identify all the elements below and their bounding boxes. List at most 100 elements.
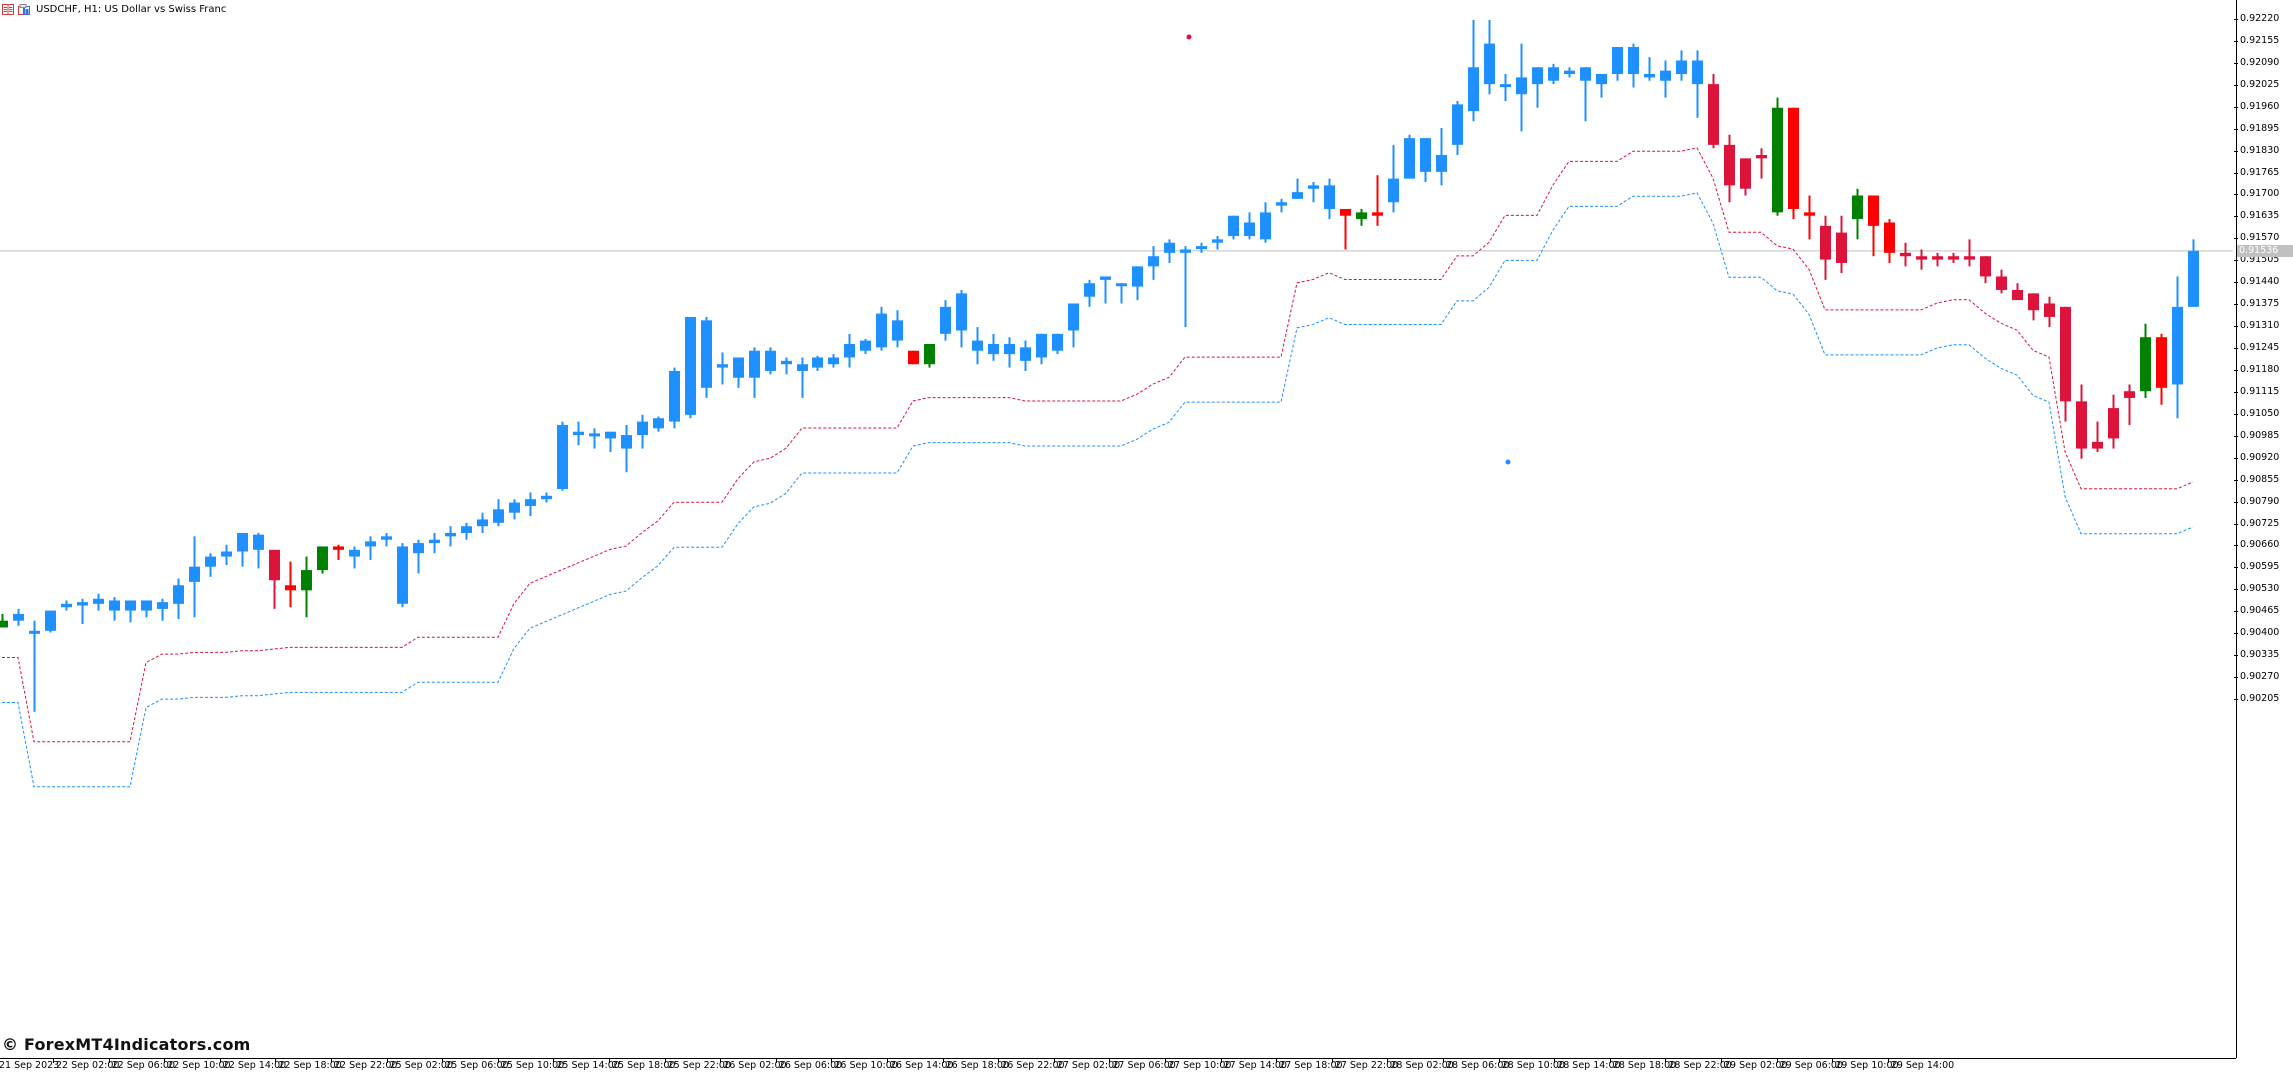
candle-body[interactable] <box>189 566 200 582</box>
candle-body[interactable] <box>669 370 680 422</box>
candle-body[interactable] <box>1148 256 1159 267</box>
candle-body[interactable] <box>956 293 967 331</box>
candle-body[interactable] <box>1260 212 1271 240</box>
candle-body[interactable] <box>381 536 392 540</box>
candle-body[interactable] <box>333 546 344 550</box>
candle-body[interactable] <box>29 630 40 634</box>
candle-body[interactable] <box>1452 104 1463 145</box>
candle-body[interactable] <box>1788 107 1799 209</box>
candle-body[interactable] <box>1868 195 1879 226</box>
candle-body[interactable] <box>317 546 328 571</box>
candle-body[interactable] <box>621 435 632 449</box>
candle-body[interactable] <box>1900 252 1911 257</box>
candle-body[interactable] <box>2172 306 2183 385</box>
candle-body[interactable] <box>1036 333 1047 358</box>
candle-body[interactable] <box>557 424 568 490</box>
candle-body[interactable] <box>205 556 216 567</box>
candle-body[interactable] <box>2044 303 2055 317</box>
candle-body[interactable] <box>1772 107 1783 213</box>
candle-body[interactable] <box>2188 250 2199 307</box>
candle-body[interactable] <box>77 602 88 606</box>
candle-body[interactable] <box>812 357 823 368</box>
candle-body[interactable] <box>1612 46 1623 74</box>
candle-body[interactable] <box>0 620 8 628</box>
candle-body[interactable] <box>860 340 871 351</box>
candle-body[interactable] <box>285 585 296 591</box>
candle-body[interactable] <box>1356 212 1367 220</box>
candle-body[interactable] <box>1228 215 1239 236</box>
candle-body[interactable] <box>781 360 792 365</box>
candle-body[interactable] <box>988 343 999 355</box>
candle-body[interactable] <box>908 350 919 365</box>
candle-body[interactable] <box>2012 289 2023 301</box>
candle-body[interactable] <box>940 306 951 334</box>
candle-body[interactable] <box>1244 222 1255 236</box>
candle-body[interactable] <box>828 357 839 365</box>
candle-body[interactable] <box>109 600 120 611</box>
candle-body[interactable] <box>493 509 504 523</box>
candle-body[interactable] <box>876 313 887 348</box>
candle-body[interactable] <box>2156 337 2167 388</box>
candle-body[interactable] <box>2060 306 2071 402</box>
candle-body[interactable] <box>1980 256 1991 277</box>
candle-body[interactable] <box>844 343 855 358</box>
candle-body[interactable] <box>413 543 424 554</box>
candle-body[interactable] <box>1084 283 1095 297</box>
candle-body[interactable] <box>573 431 584 436</box>
candle-body[interactable] <box>1500 84 1511 88</box>
candle-body[interactable] <box>1548 67 1559 81</box>
chart-window-icon[interactable] <box>18 3 30 15</box>
candle-body[interactable] <box>1372 212 1383 216</box>
candle-body[interactable] <box>173 585 184 604</box>
candle-body[interactable] <box>589 433 600 437</box>
candle-body[interactable] <box>1836 232 1847 263</box>
candle-body[interactable] <box>1116 283 1127 287</box>
candle-body[interactable] <box>445 532 456 537</box>
candle-body[interactable] <box>2028 293 2039 311</box>
candle-body[interactable] <box>1564 70 1575 74</box>
candle-body[interactable] <box>1436 154 1447 172</box>
candle-body[interactable] <box>1692 60 1703 85</box>
candle-body[interactable] <box>1276 202 1287 206</box>
candle-body[interactable] <box>605 431 616 439</box>
candle-body[interactable] <box>1932 256 1943 260</box>
candle-body[interactable] <box>2076 401 2087 449</box>
candle-body[interactable] <box>1308 185 1319 189</box>
candle-body[interactable] <box>1020 347 1031 361</box>
candle-body[interactable] <box>349 549 360 557</box>
candle-body[interactable] <box>1404 138 1415 179</box>
chart-list-icon[interactable] <box>2 3 14 15</box>
candle-body[interactable] <box>1180 249 1191 253</box>
candle-body[interactable] <box>972 340 983 351</box>
candle-body[interactable] <box>1724 144 1735 186</box>
candle-body[interactable] <box>157 602 168 609</box>
candle-body[interactable] <box>301 570 312 591</box>
candle-body[interactable] <box>765 350 776 371</box>
candle-body[interactable] <box>1644 73 1655 78</box>
candle-body[interactable] <box>1324 185 1335 209</box>
candle-body[interactable] <box>1884 222 1895 253</box>
chart-area[interactable] <box>0 0 2233 1058</box>
candle-body[interactable] <box>1468 67 1479 112</box>
candle-body[interactable] <box>1708 84 1719 145</box>
candle-body[interactable] <box>2108 408 2119 439</box>
candle-body[interactable] <box>1340 208 1351 216</box>
candle-body[interactable] <box>1820 225 1831 260</box>
candle-body[interactable] <box>1068 303 1079 331</box>
candle-body[interactable] <box>685 316 696 415</box>
candle-body[interactable] <box>1964 256 1975 260</box>
candle-body[interactable] <box>1532 67 1543 85</box>
candle-body[interactable] <box>1740 158 1751 189</box>
candle-body[interactable] <box>1292 192 1303 199</box>
candle-body[interactable] <box>1132 266 1143 287</box>
candle-body[interactable] <box>1596 73 1607 85</box>
candle-body[interactable] <box>1580 67 1591 81</box>
candle-body[interactable] <box>253 534 264 550</box>
candle-body[interactable] <box>1756 154 1767 159</box>
candle-body[interactable] <box>1484 43 1495 85</box>
candle-body[interactable] <box>141 600 152 611</box>
candle-body[interactable] <box>461 526 472 533</box>
candle-body[interactable] <box>2140 337 2151 392</box>
candle-body[interactable] <box>221 551 232 557</box>
candle-body[interactable] <box>1388 178 1399 203</box>
